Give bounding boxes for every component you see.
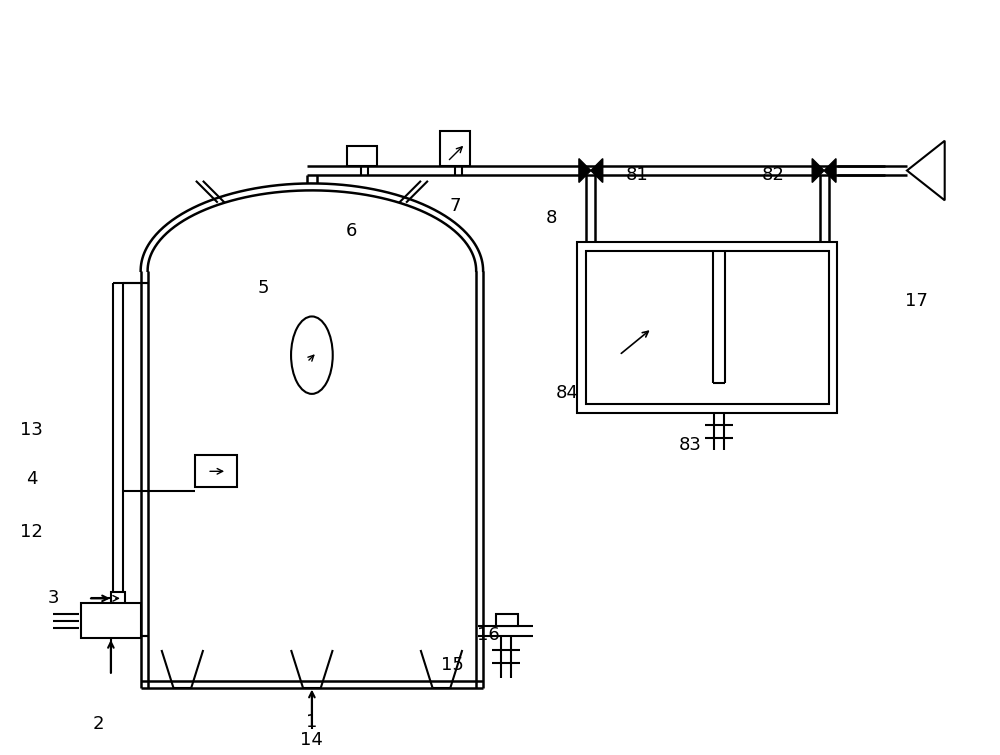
Bar (440, 131, 470, 165)
Text: 5: 5 (258, 279, 270, 297)
Polygon shape (907, 140, 945, 200)
Text: 12: 12 (20, 523, 43, 541)
Text: 81: 81 (626, 165, 648, 183)
Polygon shape (824, 159, 836, 183)
Bar (195, 455, 237, 487)
Text: 4: 4 (26, 470, 37, 488)
Text: 82: 82 (762, 165, 784, 183)
Text: 1: 1 (306, 713, 317, 732)
Text: 2: 2 (92, 716, 104, 733)
Text: 84: 84 (556, 384, 579, 402)
Text: 13: 13 (20, 421, 43, 439)
Text: 3: 3 (48, 590, 59, 607)
Text: 15: 15 (441, 656, 464, 674)
Bar (347, 146, 377, 165)
Text: 6: 6 (345, 222, 357, 240)
Text: 14: 14 (300, 732, 323, 749)
Polygon shape (812, 159, 824, 183)
Text: 83: 83 (679, 436, 702, 454)
Bar (81, 603, 141, 638)
Bar (577, 242, 837, 413)
Text: 7: 7 (450, 197, 461, 215)
Text: 17: 17 (905, 291, 928, 310)
Bar (577, 242, 837, 413)
Bar (141, 271, 483, 688)
Bar (496, 615, 518, 626)
Ellipse shape (291, 316, 333, 394)
Polygon shape (141, 183, 483, 271)
Polygon shape (579, 159, 591, 183)
Bar (586, 251, 829, 404)
Polygon shape (591, 159, 603, 183)
Text: 16: 16 (477, 626, 499, 644)
Text: 8: 8 (546, 209, 557, 227)
Bar (111, 593, 125, 604)
